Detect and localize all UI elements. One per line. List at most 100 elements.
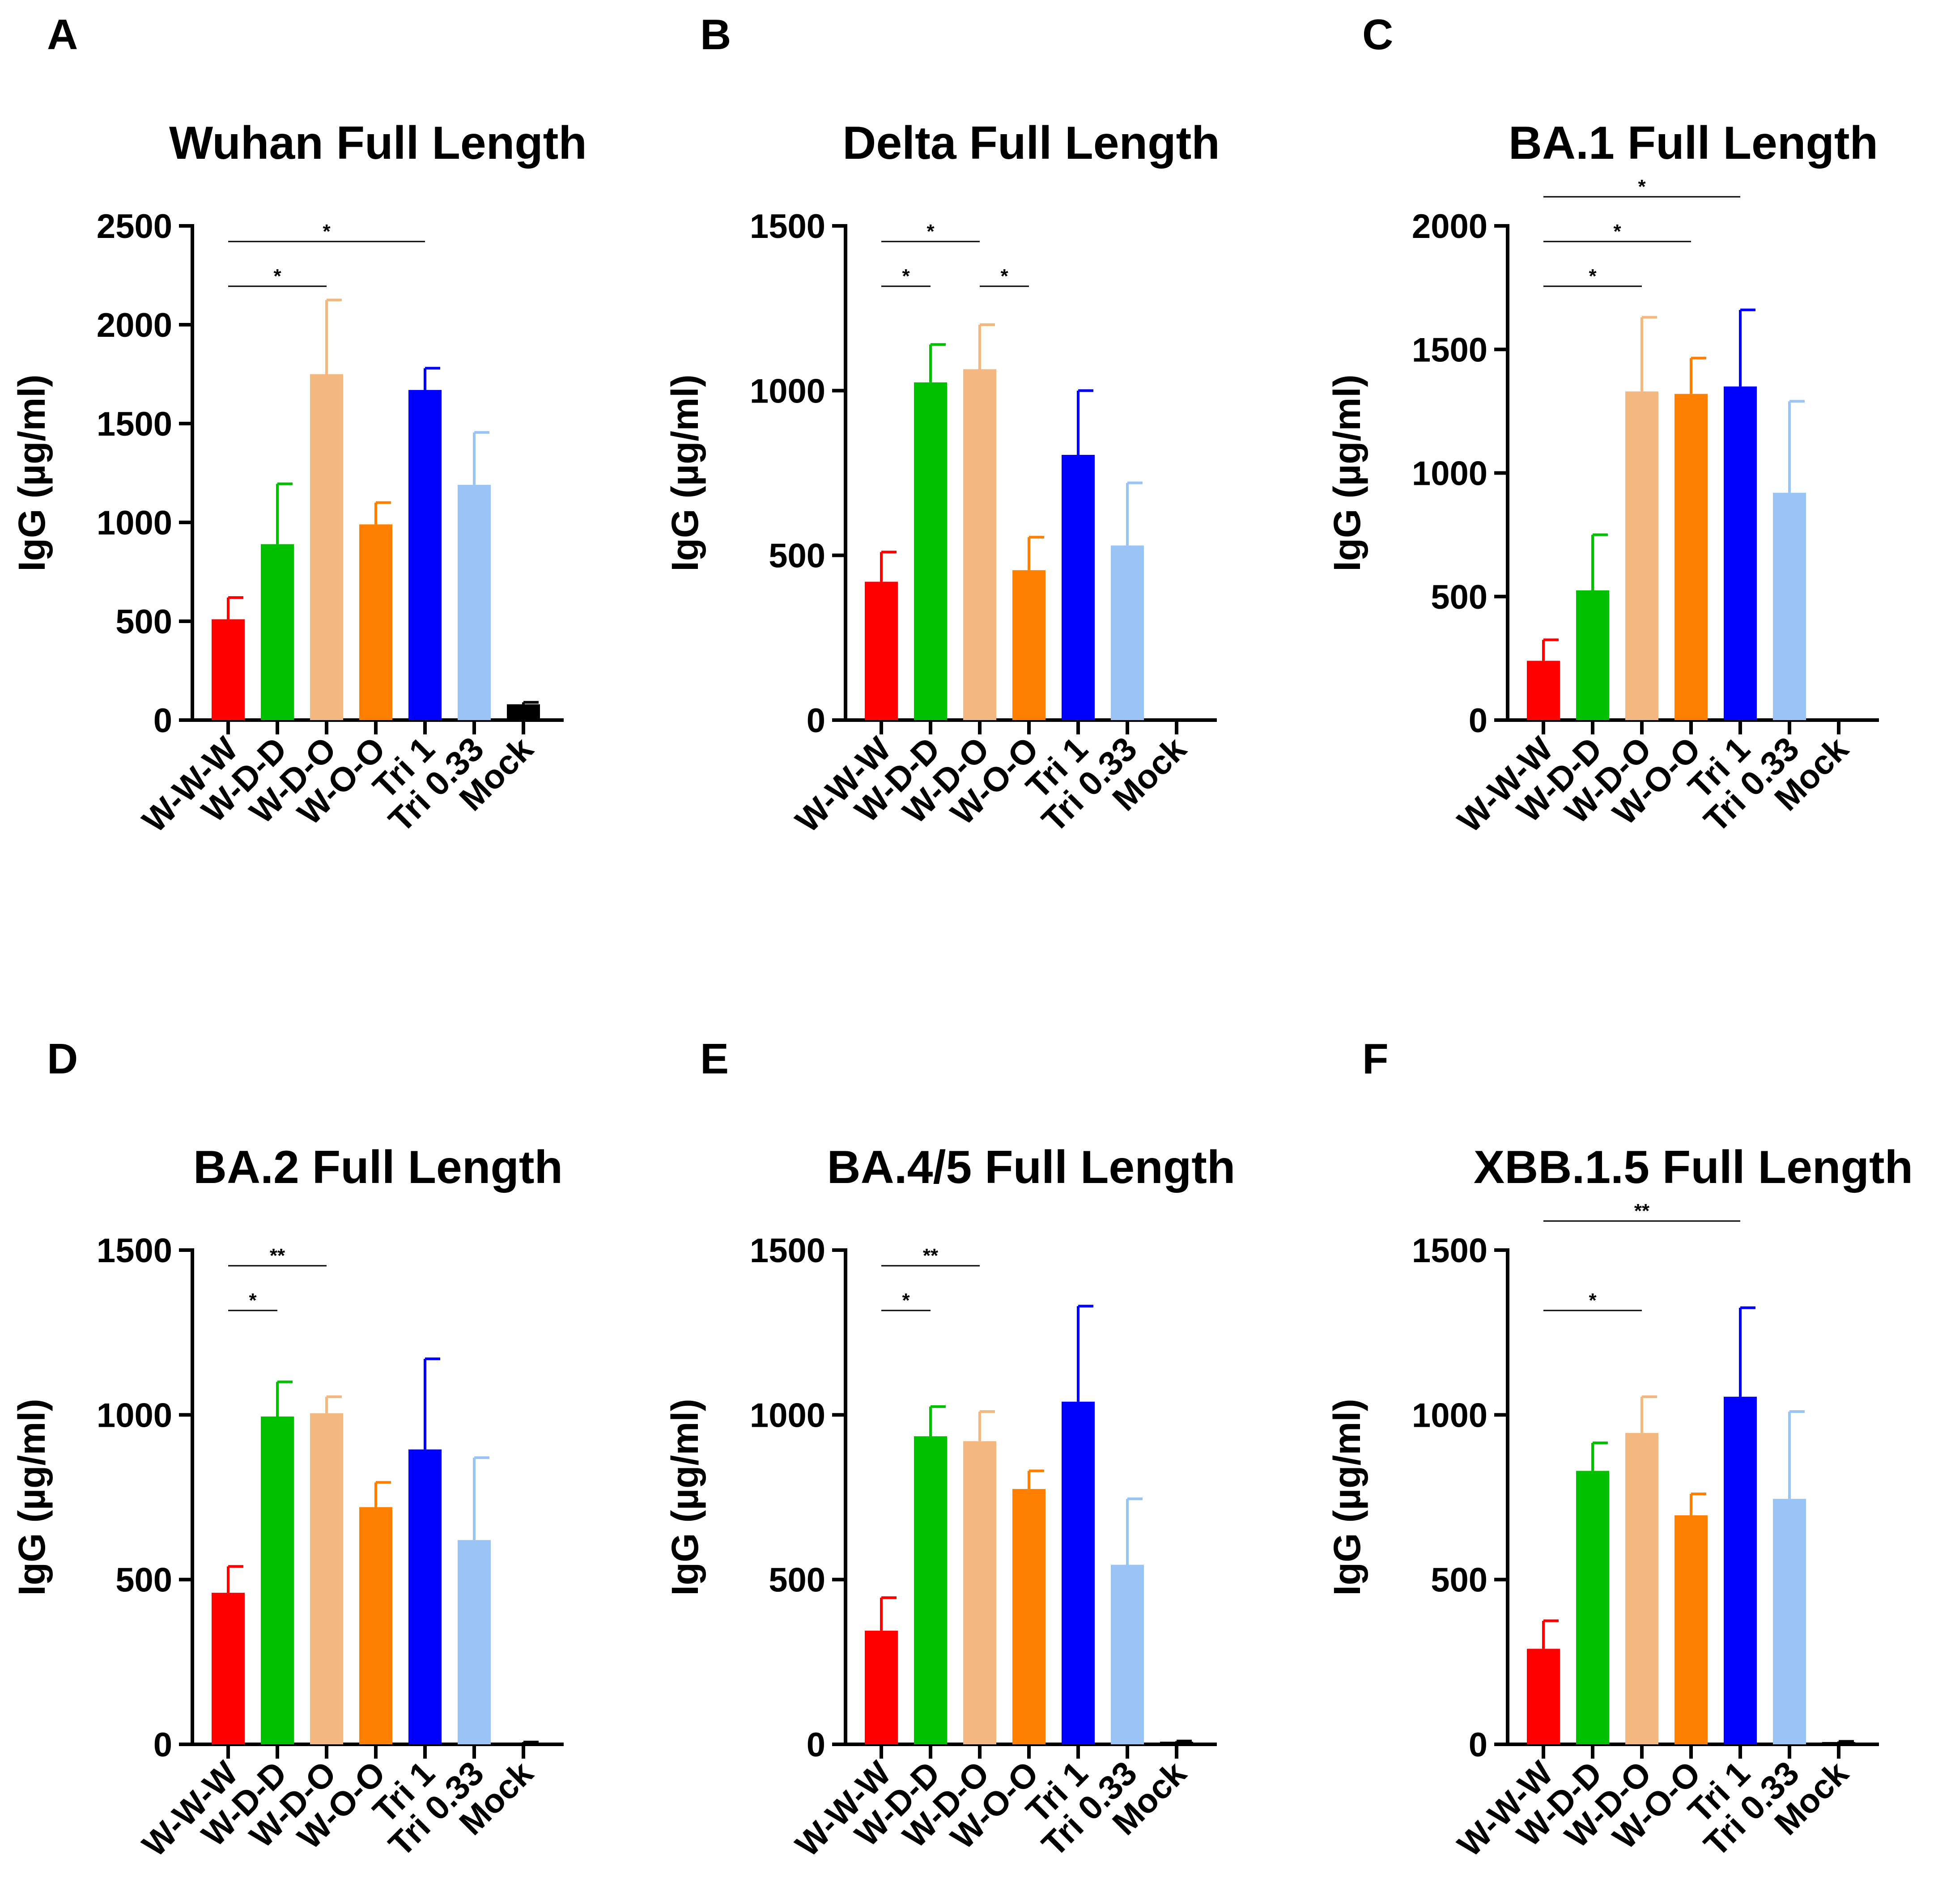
panel-letter: B: [700, 11, 731, 59]
bar-tri-1: [408, 1449, 442, 1744]
bar-w-w-w: [1527, 661, 1560, 720]
y-tick-label: 2000: [1412, 208, 1488, 246]
chart-title: BA.4/5 Full Length: [827, 1141, 1236, 1193]
bar-w-w-w: [212, 1593, 245, 1744]
chart-title: Delta Full Length: [842, 117, 1220, 169]
significance-label: *: [926, 221, 935, 242]
bar-w-w-w: [1527, 1649, 1560, 1744]
significance-label: *: [902, 265, 910, 287]
y-tick-label: 1000: [1412, 455, 1488, 493]
significance-label: *: [902, 1289, 910, 1311]
chart-title: Wuhan Full Length: [169, 117, 587, 169]
bar-w-o-o: [359, 1507, 392, 1744]
bar-tri-0-33: [458, 1540, 491, 1744]
significance-label: **: [923, 1245, 939, 1267]
y-tick-label: 1000: [750, 1396, 825, 1434]
chart-title: BA.2 Full Length: [193, 1141, 563, 1193]
y-axis-label: IgG (µg/ml): [664, 374, 706, 571]
bar-w-d-d: [261, 544, 294, 720]
chart-title: BA.1 Full Length: [1509, 117, 1878, 169]
significance-label: *: [1613, 221, 1621, 242]
bar-tri-0-33: [458, 485, 491, 720]
panel-c: C BA.1 Full Length IgG (µg/ml) 0 500 1000 1500…: [1326, 11, 1879, 840]
bar-mock: [1160, 1742, 1193, 1744]
bar-w-d-o: [310, 374, 343, 720]
panel-a: A Wuhan Full Length IgG (µg/ml) 0 500 1000 150…: [11, 11, 587, 840]
bar-w-o-o: [359, 524, 392, 720]
bar-w-d-d: [1576, 1471, 1609, 1744]
y-tick-label: 500: [115, 1561, 172, 1599]
y-axis-label: IgG (µg/ml): [11, 1399, 53, 1595]
panel-letter: E: [700, 1035, 729, 1083]
bar-tri-0-33: [1111, 545, 1144, 720]
y-tick-label: 0: [1469, 1726, 1488, 1764]
panel-letter: F: [1362, 1035, 1389, 1083]
bar-tri-0-33: [1773, 492, 1806, 720]
y-tick-label: 1000: [750, 372, 825, 410]
y-tick-label: 1500: [1412, 1232, 1488, 1270]
y-tick-label: 0: [153, 702, 172, 740]
bar-mock: [1822, 1742, 1855, 1744]
bar-mock: [507, 704, 540, 720]
y-tick-label: 1500: [750, 208, 825, 246]
y-tick-label: 0: [807, 702, 825, 740]
bar-tri-1: [1062, 1401, 1095, 1744]
bar-tri-1: [1724, 1396, 1757, 1744]
significance-label: *: [323, 221, 331, 242]
bar-w-d-o: [1625, 391, 1658, 720]
bar-w-d-o: [1625, 1433, 1658, 1744]
significance-label: *: [273, 265, 281, 287]
chart-title: XBB.1.5 Full Length: [1474, 1141, 1913, 1193]
bar-tri-1: [1062, 454, 1095, 720]
bar-w-d-d: [914, 382, 947, 720]
y-tick-label: 500: [115, 603, 172, 641]
significance-label: *: [249, 1289, 257, 1311]
bar-w-d-o: [310, 1413, 343, 1744]
significance-label: *: [1638, 176, 1646, 198]
y-tick-label: 1500: [1412, 331, 1488, 369]
bar-w-w-w: [865, 1630, 898, 1744]
bar-tri-0-33: [1111, 1565, 1144, 1744]
bar-w-w-w: [865, 581, 898, 720]
panel-letter: A: [47, 11, 78, 59]
significance-label: *: [1589, 1289, 1597, 1311]
y-tick-label: 1000: [97, 1396, 172, 1434]
bar-w-o-o: [1674, 394, 1708, 720]
panel-f: F XBB.1.5 Full Length IgG (µg/ml) 0 500 1000 1…: [1326, 1035, 1913, 1864]
y-axis-label: IgG (µg/ml): [664, 1399, 706, 1595]
y-tick-label: 500: [769, 537, 825, 575]
bar-w-d-d: [914, 1436, 947, 1744]
panel-letter: C: [1362, 11, 1393, 59]
y-axis-label: IgG (µg/ml): [1326, 1399, 1368, 1595]
significance-label: **: [1634, 1200, 1650, 1222]
panel-e: E BA.4/5 Full Length IgG (µg/ml) 0 500 1000 15…: [664, 1035, 1235, 1864]
y-tick-label: 500: [1431, 1561, 1488, 1599]
y-tick-label: 1000: [1412, 1396, 1488, 1434]
y-tick-label: 2500: [97, 208, 172, 246]
y-tick-label: 500: [769, 1561, 825, 1599]
y-tick-label: 0: [153, 1726, 172, 1764]
bar-w-d-d: [261, 1416, 294, 1744]
bar-w-w-w: [212, 619, 245, 720]
y-axis-label: IgG (µg/ml): [11, 374, 53, 571]
significance-label: *: [1589, 265, 1597, 287]
bar-tri-1: [1724, 386, 1757, 720]
bar-w-d-o: [963, 369, 996, 720]
bar-w-o-o: [1012, 570, 1046, 720]
bar-w-o-o: [1012, 1489, 1046, 1744]
bar-mock: [507, 1743, 540, 1744]
panel-b: B Delta Full Length IgG (µg/ml) 0 500 1000 150…: [664, 11, 1220, 840]
y-tick-label: 2000: [97, 306, 172, 344]
y-tick-label: 0: [807, 1726, 825, 1764]
bar-tri-0-33: [1773, 1499, 1806, 1744]
y-tick-label: 1500: [97, 1232, 172, 1270]
y-tick-label: 1500: [750, 1232, 825, 1270]
panel-letter: D: [47, 1035, 78, 1083]
y-tick-label: 500: [1431, 578, 1488, 616]
y-tick-label: 1000: [97, 504, 172, 542]
panel-d: D BA.2 Full Length IgG (µg/ml) 0 500 1000 1500…: [11, 1035, 564, 1864]
bar-w-d-o: [963, 1441, 996, 1744]
bar-tri-1: [408, 390, 442, 720]
significance-label: *: [1000, 265, 1008, 287]
